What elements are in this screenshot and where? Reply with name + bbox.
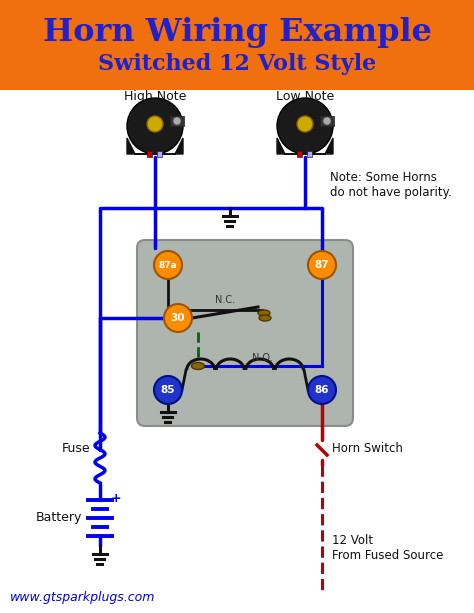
Text: 87a: 87a	[159, 261, 177, 270]
Bar	[320, 116, 334, 126]
Bar	[157, 151, 162, 157]
Text: 30: 30	[171, 313, 185, 323]
FancyBboxPatch shape	[137, 240, 353, 426]
Circle shape	[127, 98, 183, 154]
Text: Battery: Battery	[36, 511, 82, 525]
Text: 87: 87	[315, 260, 329, 270]
Text: Fuse: Fuse	[61, 441, 90, 454]
Text: www.gtsparkplugs.com: www.gtsparkplugs.com	[10, 592, 155, 604]
Circle shape	[154, 251, 182, 279]
Circle shape	[147, 116, 163, 132]
Ellipse shape	[258, 310, 270, 316]
Bar	[170, 116, 184, 126]
Polygon shape	[127, 138, 183, 154]
Text: Low Note: Low Note	[276, 90, 334, 103]
Text: +: +	[111, 492, 121, 504]
Text: Switched 12 Volt Style: Switched 12 Volt Style	[98, 53, 376, 75]
Circle shape	[297, 116, 313, 132]
Circle shape	[323, 117, 331, 125]
Text: 86: 86	[315, 385, 329, 395]
Circle shape	[154, 376, 182, 404]
Circle shape	[308, 251, 336, 279]
Text: 85: 85	[161, 385, 175, 395]
Bar	[0, 0, 474, 90]
Bar	[147, 151, 152, 157]
Circle shape	[277, 98, 333, 154]
Text: 12 Volt
From Fused Source: 12 Volt From Fused Source	[332, 534, 443, 562]
Bar	[307, 151, 312, 157]
Ellipse shape	[259, 315, 271, 321]
Circle shape	[164, 304, 192, 332]
Bar	[297, 151, 302, 157]
Text: Horn Switch: Horn Switch	[332, 441, 403, 454]
Text: Note: Some Horns
do not have polarity.: Note: Some Horns do not have polarity.	[330, 171, 452, 199]
Circle shape	[173, 117, 181, 125]
Text: High Note: High Note	[124, 90, 186, 103]
Text: Horn Wiring Example: Horn Wiring Example	[43, 17, 431, 47]
Ellipse shape	[191, 362, 204, 370]
Circle shape	[308, 376, 336, 404]
Text: N.O.: N.O.	[252, 353, 273, 363]
Polygon shape	[277, 138, 333, 154]
Text: N.C.: N.C.	[215, 295, 235, 305]
